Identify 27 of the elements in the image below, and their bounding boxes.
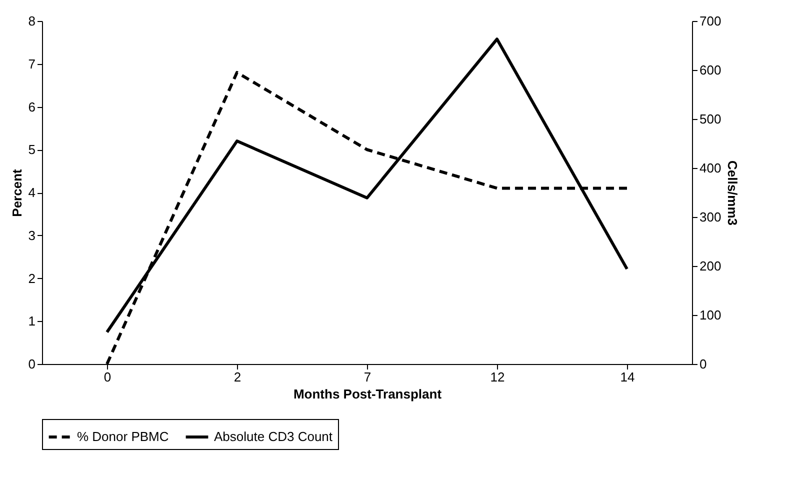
y-tick-label: 1 (28, 314, 36, 329)
y-tick-label: 4 (28, 185, 36, 200)
y2-tick-label: 500 (700, 112, 722, 126)
x-axis-title: Months Post-Transplant (293, 386, 442, 402)
y-tick-label: 3 (28, 228, 36, 243)
y2-tick-label: 300 (700, 210, 722, 224)
y-tick-label: 8 (28, 14, 36, 28)
y2-tick-label: 700 (700, 14, 722, 28)
y2-tick-label: 400 (700, 160, 722, 176)
x-tick-label: 14 (620, 370, 635, 384)
y-tick-label: 7 (28, 56, 36, 72)
y-axis-title: Percent (9, 168, 24, 217)
y-tick-label: 5 (28, 142, 36, 158)
y-tick-label: 0 (28, 356, 36, 372)
legend-label: Absolute CD3 Count (214, 429, 333, 444)
y2-axis-title: Cells/mm3 (725, 160, 740, 226)
x-tick-label: 2 (234, 370, 242, 384)
legend-label: % Donor PBMC (77, 429, 169, 444)
y-tick-label: 2 (28, 270, 36, 286)
y2-tick-label: 0 (700, 356, 707, 372)
y2-tick-label: 100 (700, 308, 722, 322)
x-tick-label: 7 (364, 370, 372, 384)
y-tick-label: 6 (28, 99, 36, 114)
x-tick-label: 0 (104, 370, 112, 384)
y2-tick-label: 600 (700, 62, 722, 78)
x-tick-label: 12 (490, 370, 505, 384)
y2-tick-label: 200 (700, 258, 722, 274)
